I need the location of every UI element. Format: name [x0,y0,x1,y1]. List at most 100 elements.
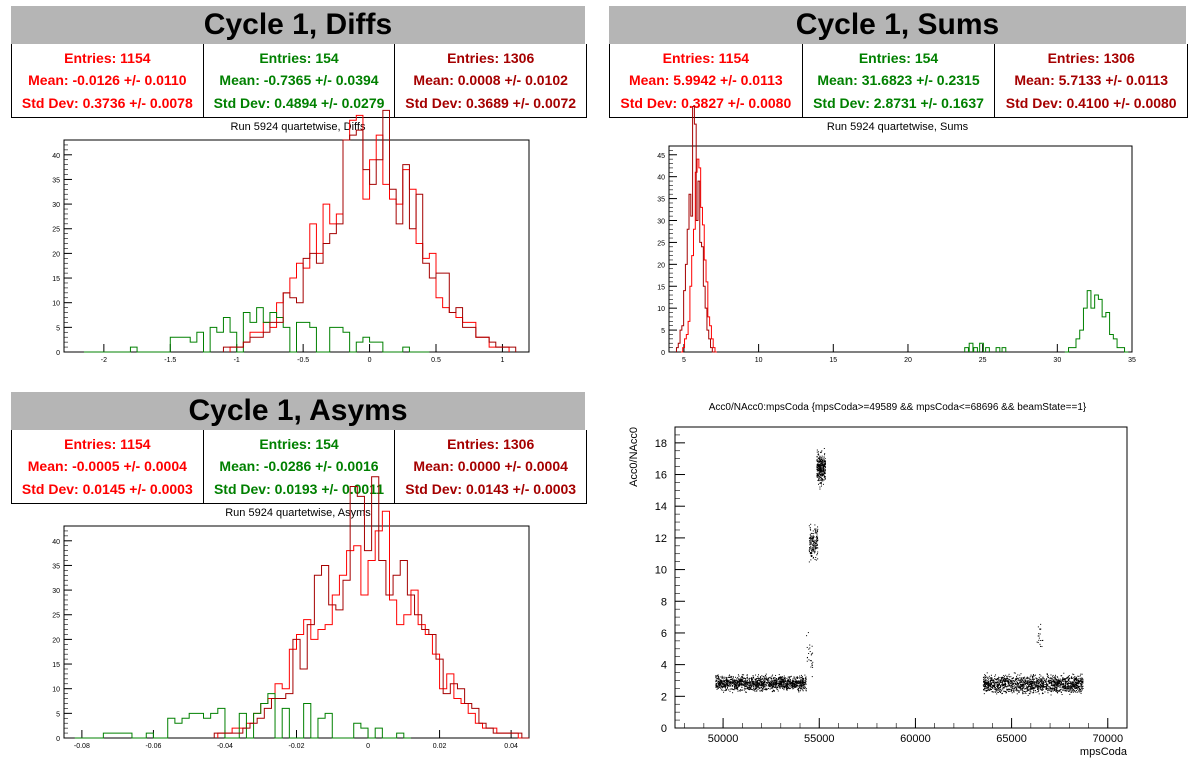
scatter-point [800,681,802,683]
scatter-point [1058,678,1060,680]
scatter-point [729,681,731,683]
scatter-point [1013,677,1015,679]
scatter-point [818,468,820,470]
scatter-point [1054,681,1056,683]
scatter-point [822,474,824,476]
scatter-title: Acc0/NAcc0:mpsCoda {mpsCoda>=49589 && mp… [708,402,1087,413]
scatter-point [1046,683,1048,685]
scatter-point [811,653,813,655]
scatter-point [991,679,993,681]
scatter-point [772,683,774,685]
scatter-point [1020,686,1022,688]
scatter-point [1068,685,1070,687]
scatter-point [1056,682,1058,684]
scatter-point [744,683,746,685]
scatter-point [1007,683,1009,685]
scatter-point [779,677,781,679]
scatter-point [759,688,761,690]
scatter-point [724,682,726,684]
scatter-point [740,684,742,686]
scatter-point [784,679,786,681]
scatter-point [1016,681,1018,683]
scatter-point [759,685,761,687]
scatter-point [790,681,792,683]
scatter-point [1026,686,1028,688]
scatter-point [1074,686,1076,688]
scatter-point [1044,691,1046,693]
scatter-point [1029,689,1031,691]
scatter-point [741,686,743,688]
y-tick-label: 14 [655,501,667,513]
scatter-point [1058,682,1060,684]
sums-stats-set1: Entries: 1154 Mean: 5.9942 +/- 0.0113 St… [610,44,802,117]
scatter-point [1025,679,1027,681]
scatter-point [1054,685,1056,687]
scatter-point [820,462,822,464]
scatter-point [775,679,777,681]
scatter-point [1023,681,1025,683]
scatter-point [1073,680,1075,682]
scatter-point [758,686,760,688]
x-tick-label: 30 [1053,357,1061,364]
scatter-point [1068,687,1070,689]
scatter-point [1006,680,1008,682]
scatter-point [1001,689,1003,691]
scatter-point [738,683,740,685]
plot-frame [63,525,530,739]
scatter-point [766,679,768,681]
scatter-point [1042,687,1044,689]
scatter-point [1074,685,1076,687]
scatter-point [1021,679,1023,681]
scatter-point [813,535,815,537]
scatter-point [809,540,811,542]
scatter-point [810,541,812,543]
scatter-point [1018,689,1020,691]
scatter-point [819,458,821,460]
x-tick-label: -0.02 [289,743,305,750]
scatter-point [733,680,735,682]
scatter-point [734,681,736,683]
scatter-point [1010,687,1012,689]
scatter-point [1048,680,1050,682]
scatter-point [1010,689,1012,691]
scatter-point [997,688,999,690]
scatter-point [715,675,717,677]
scatter-point [824,461,826,463]
x-tick-label: 0.5 [431,357,441,364]
asyms-stats-box: Entries: 1154 Mean: -0.0005 +/- 0.0004 S… [11,430,587,504]
scatter-point [769,682,771,684]
scatter-point [1064,680,1066,682]
scatter-point [803,682,805,684]
scatter-point [824,469,826,471]
scatter-point [741,684,743,686]
scatter-point [1065,681,1067,683]
scatter-point [811,532,813,534]
scatter-point [771,684,773,686]
scatter-point [1051,680,1053,682]
scatter-point [723,685,725,687]
scatter-point [748,682,750,684]
scatter-point [748,680,750,682]
scatter-point [822,458,824,460]
scatter-point [788,682,790,684]
scatter-point [762,686,764,688]
scatter-point [824,472,826,474]
scatter-point [821,472,823,474]
scatter-point [717,682,719,684]
scatter-point [732,688,734,690]
y-tick-label: 35 [52,177,60,184]
scatter-point [819,460,821,462]
scatter-point [789,681,791,683]
scatter-point [1006,686,1008,688]
scatter-point [1081,689,1083,691]
scatter-point [759,682,761,684]
scatter-point [759,684,761,686]
scatter-point [987,677,989,679]
scatter-point [749,682,751,684]
scatter-point [776,682,778,684]
scatter-point [1037,681,1039,683]
scatter-point [1058,683,1060,685]
scatter-point [775,685,777,687]
scatter-point [1005,683,1007,685]
scatter-point [810,555,812,557]
